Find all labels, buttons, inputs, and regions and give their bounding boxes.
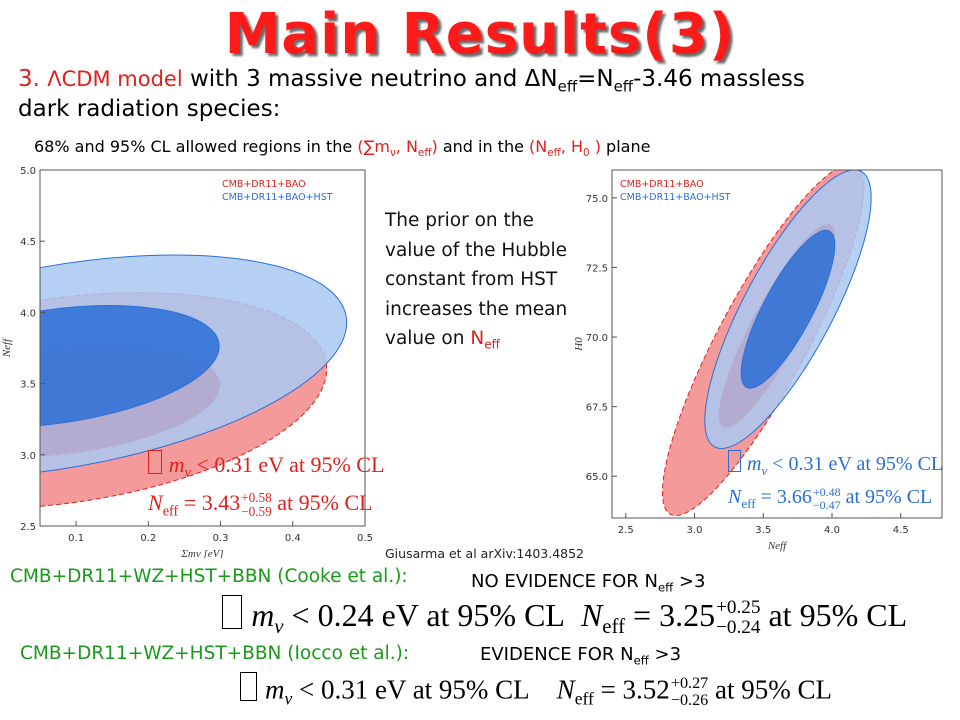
model-description-line2: dark radiation species: — [18, 96, 281, 122]
x-tick-label: 0.3 — [213, 533, 229, 544]
iocco-verdict: EVIDENCE FOR Neff >3 — [480, 644, 682, 668]
slide-title: Main Results(3) — [224, 2, 736, 67]
y-tick-label: 65.0 — [586, 472, 608, 483]
legend-entry: CMB+DR11+BAO+HST — [620, 192, 731, 203]
y-axis-label: H0 — [573, 337, 585, 352]
y-tick-label: 75.0 — [586, 194, 608, 205]
sum-symbol-icon — [222, 595, 242, 629]
y-axis-label: Neff — [1, 337, 13, 358]
x-axis-label: Neff — [767, 540, 788, 552]
y-tick-label: 2.5 — [20, 522, 36, 533]
cooke-neff-value: = 3.25 — [625, 596, 716, 633]
model-text-b: -3.46 massless — [633, 66, 805, 92]
y-tick-label: 70.0 — [586, 333, 608, 344]
caption-pair1: (∑mν, Neff) — [357, 137, 438, 160]
prior-note-text: The prior on the value of the Hubble con… — [385, 210, 568, 350]
prior-note-neff: Neff — [470, 328, 500, 353]
citation: Giusarma et al arXiv:1403.4852 — [385, 546, 585, 561]
sum-symbol-icon — [240, 672, 257, 701]
iocco-dataset-label: CMB+DR11+WZ+HST+BBN (Iocco et al.): — [20, 643, 410, 664]
cooke-formula: mν < 0.24 eV at 95% CL Neff = 3.25 +0.25−… — [222, 595, 907, 639]
y-tick-label: 3.5 — [20, 380, 36, 391]
contour-regions — [661, 170, 872, 517]
legend-entry: CMB+DR11+BAO+HST — [222, 192, 333, 203]
caption-text-b: and in the — [437, 137, 530, 156]
iocco-mnu-bound: < 0.31 eV at 95% CL — [292, 674, 530, 705]
iocco-formula: mν < 0.31 eV at 95% CL Neff = 3.52 +0.27−… — [240, 672, 832, 710]
cooke-mnu-bound: < 0.24 eV at 95% CL — [283, 596, 565, 633]
x-axis-label: Σmν [eV] — [180, 548, 223, 558]
y-tick-label: 67.5 — [586, 403, 608, 414]
caption-pair2: (Neff, H0 ) — [529, 137, 601, 160]
x-tick-label: 3.5 — [755, 525, 771, 536]
model-description: 3. ΛCDM model with 3 massive neutrino an… — [18, 66, 805, 96]
prior-note: The prior on the value of the Hubble con… — [385, 206, 570, 361]
eq-neff: =N — [577, 66, 614, 92]
x-tick-label: 4.5 — [893, 525, 909, 536]
plot-frame — [611, 169, 943, 519]
y-tick-label: 4.5 — [20, 237, 36, 248]
x-tick-label: 3.0 — [687, 525, 703, 536]
cooke-verdict: NO EVIDENCE FOR Neff >3 — [471, 571, 706, 595]
model-text-a: with 3 massive neutrino and — [182, 66, 525, 92]
legend-entry: CMB+DR11+BAO — [620, 179, 704, 190]
x-tick-label: 0.1 — [68, 533, 84, 544]
y-tick-label: 3.0 — [20, 451, 36, 462]
cooke-neff-errors: +0.25 −0.24 — [716, 597, 761, 639]
x-tick-label: 4.0 — [824, 525, 840, 536]
figure-caption: 68% and 95% CL allowed regions in the (∑… — [34, 137, 650, 159]
sum-symbol-icon — [728, 450, 741, 472]
right-contour-plot: 2.5 3.0 3.5 4.0 4.5 65.0 67.5 70.0 72.5 75.0 Neff H… — [573, 169, 943, 552]
contour-cmb-dr11-bao-hst-68 — [740, 229, 836, 389]
x-tick-label: 0.2 — [140, 533, 156, 544]
item-number: 3. — [18, 66, 40, 92]
left-mnu-bound: mν < 0.31 eV at 95% CL — [148, 450, 384, 482]
legend-entry: CMB+DR11+BAO — [222, 179, 306, 190]
left-contour-plot: 0.1 0.2 0.3 0.4 0.5 2.5 3.0 3.5 4.0 4.5 5.0 Σmν [eV… — [1, 166, 373, 558]
cooke-dataset-label: CMB+DR11+WZ+HST+BBN (Cooke et al.): — [10, 566, 408, 587]
right-neff-value: Neff = 3.66 +0.48 −0.47 at 95% CL — [728, 485, 933, 512]
sum-symbol-icon — [148, 450, 163, 474]
y-tick-label: 5.0 — [20, 166, 36, 177]
contour-cmb-dr11-bao-hst-68 — [40, 305, 220, 428]
y-tick-label: 4.0 — [20, 308, 36, 319]
model-name: ΛCDM model — [47, 67, 183, 91]
left-neff-value: Neff = 3.43 +0.58 −0.59 at 95% CL — [148, 490, 373, 520]
contour-regions — [40, 254, 348, 510]
x-tick-label: 0.4 — [285, 533, 301, 544]
right-neff-errors: +0.48 −0.47 — [812, 485, 841, 512]
eff-sub-2: eff — [613, 77, 634, 96]
left-neff-errors: +0.58 −0.59 — [241, 490, 272, 519]
delta-neff: ΔN — [524, 66, 558, 92]
iocco-neff-value: = 3.52 — [593, 674, 670, 705]
caption-text-c: plane — [600, 137, 651, 156]
y-tick-label: 72.5 — [586, 263, 608, 274]
caption-text-a: 68% and 95% CL allowed regions in the — [34, 137, 358, 156]
iocco-neff-errors: +0.27 −0.26 — [670, 674, 709, 710]
x-tick-label: 0.5 — [357, 533, 373, 544]
plot-frame — [39, 169, 366, 527]
right-mnu-bound: mν < 0.31 eV at 95% CL — [728, 450, 943, 479]
x-tick-label: 2.5 — [618, 525, 634, 536]
eff-sub: eff — [557, 77, 578, 96]
